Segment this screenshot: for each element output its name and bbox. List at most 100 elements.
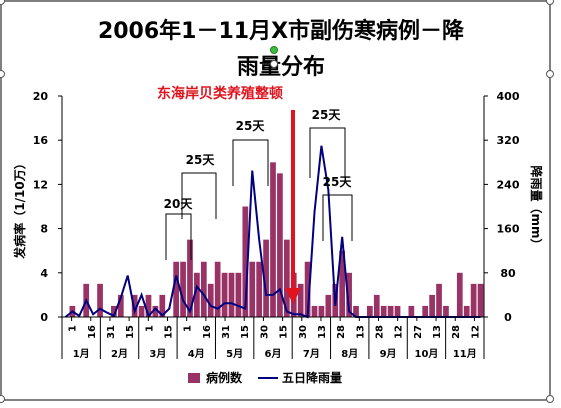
plot-area: 0 4 8 12 16 20 0 80 160 240 320 400 1 16 31 15 1 15 1 16 31 1… [33, 90, 520, 360]
legend-label-cases: 病例数 [206, 370, 243, 385]
x-day-label: 31 [106, 325, 117, 339]
bar-case-count [318, 305, 325, 317]
x-month-label: 3月 [149, 348, 166, 360]
bar-case-count [304, 261, 311, 317]
resize-handle-mid-right[interactable] [546, 70, 554, 78]
period-bracket-label: 20天 [164, 197, 194, 211]
resize-handle-top-right[interactable] [546, 0, 554, 5]
bar-case-count [214, 261, 221, 317]
y-right-tick-label: 80 [500, 267, 516, 280]
bar-case-count [263, 239, 269, 317]
y-right-tick-label: 400 [497, 90, 520, 103]
legend-swatch-cases [188, 373, 200, 383]
y-right-tick-label: 0 [504, 311, 512, 324]
rotate-handle[interactable] [270, 46, 278, 54]
bar-case-count [463, 305, 470, 317]
y-right-tick-label: 240 [497, 178, 520, 191]
x-day-label: 30 [259, 325, 270, 339]
resize-handle-top-left[interactable] [0, 0, 5, 5]
chart-title-line1: 2006年1－11月X市副伤寒病例－降 [98, 18, 465, 44]
period-bracket-label: 25天 [236, 119, 266, 133]
bar-case-count [207, 283, 214, 317]
bar-case-count [221, 272, 228, 317]
x-day-label: 15 [125, 325, 136, 339]
bar-case-count [366, 305, 373, 317]
bar-case-count [380, 305, 387, 317]
x-day-label: 1 [68, 325, 79, 332]
bar-case-count [387, 305, 394, 317]
event-arrow-head [285, 288, 301, 304]
x-day-label: 28 [375, 325, 386, 339]
bar-case-count [152, 305, 159, 317]
x-month-label: 6月 [265, 348, 282, 360]
resize-handle-top-center[interactable] [270, 60, 278, 68]
x-day-label: 1 [183, 325, 194, 332]
y-right-tick-label: 320 [497, 134, 520, 147]
x-day-label: 15 [164, 325, 175, 339]
x-day-label: 13 [355, 325, 366, 339]
x-day-label: 31 [221, 325, 232, 339]
x-day-label: 15 [279, 325, 290, 339]
x-month-label: 4月 [188, 348, 205, 360]
y-axis-left-label: 发病率（1/10万） [12, 157, 27, 259]
x-day-label: 30 [298, 325, 309, 339]
bar-case-count [408, 305, 415, 317]
x-month-label: 1月 [73, 348, 90, 360]
x-month-label: 10月 [414, 348, 438, 360]
period-bracket-label: 25天 [312, 108, 342, 122]
y-left-tick-label: 12 [33, 178, 48, 191]
x-day-label: 1 [144, 325, 155, 332]
bar-case-count [228, 272, 235, 317]
period-bracket [181, 172, 217, 219]
x-day-label: 13 [432, 325, 443, 339]
legend: 病例数 五日降雨量 [188, 370, 342, 385]
y-left-tick-label: 8 [40, 223, 48, 236]
resize-handle-mid-left[interactable] [0, 70, 5, 78]
x-day-label: 28 [451, 325, 462, 339]
x-day-label: 15 [240, 325, 251, 339]
bar-case-count [429, 294, 435, 317]
bar-case-count [422, 305, 429, 317]
bar-case-count [235, 272, 242, 317]
period-bracket-label: 25天 [323, 175, 353, 189]
bar-case-count [394, 305, 401, 317]
y-axis-right-label: 降雨量（mm） [529, 165, 544, 250]
bar-case-count [456, 272, 463, 317]
x-day-label: 16 [202, 325, 213, 339]
x-month-label: 2月 [111, 348, 128, 360]
bar-case-count [159, 294, 166, 317]
bar-case-count [353, 305, 359, 317]
y-left-tick-label: 4 [40, 267, 48, 280]
bar-case-count [173, 261, 180, 317]
bar-case-count [242, 206, 249, 317]
bar-case-count [270, 162, 276, 317]
bar-case-count [145, 294, 152, 317]
bar-case-count [325, 294, 332, 317]
x-month-label: 9月 [380, 348, 397, 360]
bar-case-count [283, 239, 290, 317]
bar-case-count [443, 305, 449, 317]
chart-title-line2: 雨量分布 [237, 54, 325, 80]
bar-case-count [138, 305, 145, 317]
resize-handle-bottom-right[interactable] [546, 395, 554, 403]
bar-case-count [97, 283, 103, 317]
bar-case-count [470, 283, 477, 317]
bar-case-count [200, 261, 207, 317]
y-left-tick-label: 0 [40, 311, 48, 324]
bar-case-count [477, 283, 484, 317]
y-left-tick-label: 16 [33, 134, 49, 147]
bar-case-count [346, 272, 352, 317]
x-day-label: 12 [470, 325, 481, 339]
bar-case-count [111, 305, 117, 317]
period-bracket [232, 139, 269, 186]
x-day-label: 27 [413, 325, 424, 339]
x-day-label: 16 [87, 325, 98, 339]
bar-case-count [249, 261, 256, 317]
x-month-label: 7月 [303, 348, 320, 360]
resize-handle-bottom-left[interactable] [0, 395, 5, 403]
period-bracket [322, 194, 353, 241]
bar-case-count [131, 294, 138, 317]
bar-case-count [311, 305, 318, 317]
